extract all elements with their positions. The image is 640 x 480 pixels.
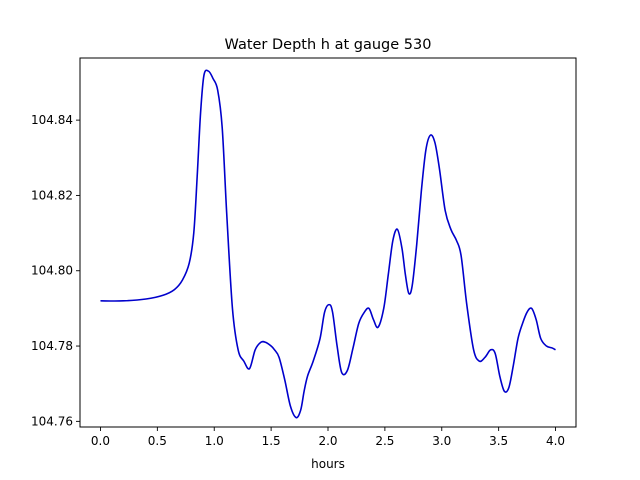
y-tick-label: 104.84 xyxy=(31,113,73,127)
y-tick-label: 104.82 xyxy=(31,188,73,202)
x-tick-label: 4.0 xyxy=(546,434,565,448)
y-tick-label: 104.76 xyxy=(31,414,73,428)
x-axis-ticks: 0.0 0.5 1.0 1.5 2.0 2.5 3.0 3.5 4.0 xyxy=(91,427,565,448)
x-tick-label: 0.5 xyxy=(148,434,167,448)
x-tick-label: 2.0 xyxy=(318,434,337,448)
x-axis-label: hours xyxy=(311,457,345,471)
x-tick-label: 3.5 xyxy=(489,434,508,448)
series-lines xyxy=(100,69,556,419)
y-tick-label: 104.78 xyxy=(31,339,73,353)
y-axis-ticks: 104.76 104.78 104.80 104.82 104.84 xyxy=(31,113,80,428)
chart-title: Water Depth h at gauge 530 xyxy=(225,37,432,53)
series-line-0 xyxy=(100,69,556,419)
plot-frame xyxy=(79,57,577,428)
x-tick-label: 0.0 xyxy=(91,434,110,448)
x-tick-label: 1.0 xyxy=(205,434,224,448)
y-tick-label: 104.80 xyxy=(31,264,73,278)
x-tick-label: 2.5 xyxy=(375,434,394,448)
x-tick-label: 3.0 xyxy=(432,434,451,448)
x-tick-label: 1.5 xyxy=(262,434,281,448)
